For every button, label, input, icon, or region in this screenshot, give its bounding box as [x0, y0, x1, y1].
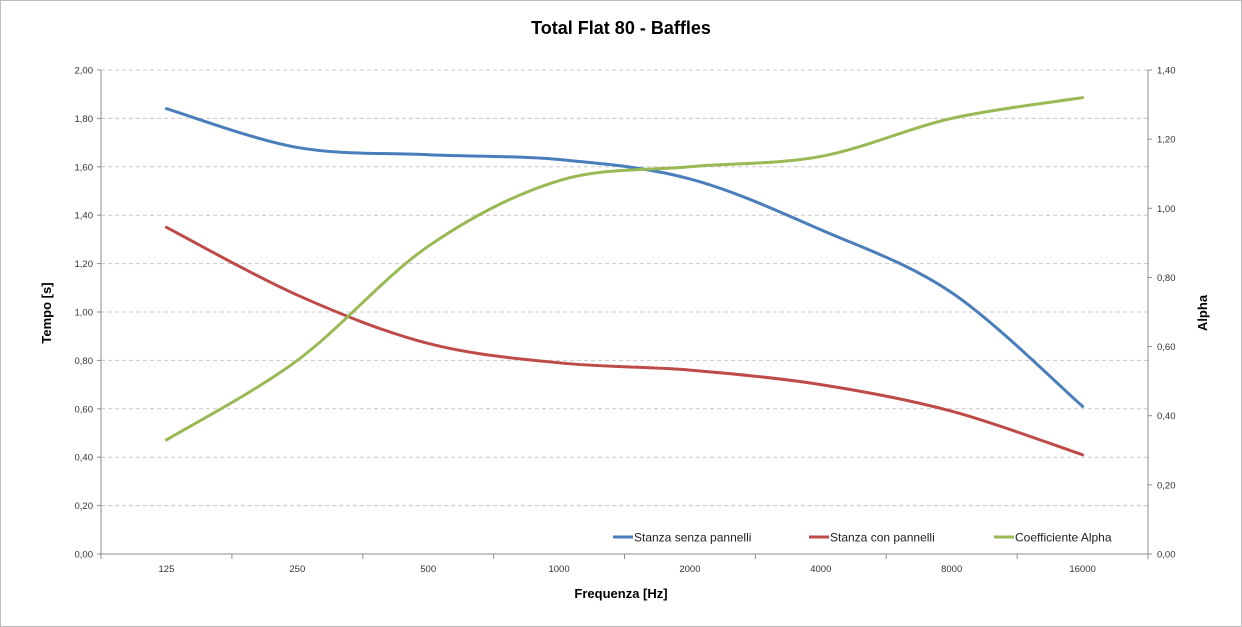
chart-title: Total Flat 80 - Baffles [531, 18, 711, 38]
y2-tick-label: 0,80 [1157, 273, 1176, 284]
y2-tick-label: 0,60 [1157, 342, 1176, 353]
y-tick-label: 1,60 [75, 162, 94, 173]
legend: Stanza senza pannelli Stanza con pannelli… [613, 531, 1112, 545]
y-tick-label: 1,40 [75, 211, 94, 222]
y-tick-label: 1,80 [75, 114, 94, 125]
series-line-1 [164, 107, 1085, 408]
y2-tick-label: 0,20 [1157, 480, 1176, 491]
y-tick-label: 2,00 [75, 66, 94, 77]
y-tick-label: 1,00 [75, 308, 94, 319]
y2-axis-title: Alpha [1195, 294, 1210, 331]
y2-tick-label: 0,00 [1157, 550, 1176, 561]
series-lines [164, 96, 1085, 457]
y-tick-label: 0,80 [75, 356, 94, 367]
y-axis-title: Tempo [s] [39, 282, 54, 343]
series-line-2 [164, 225, 1085, 457]
y-tick-label: 0,40 [75, 453, 94, 464]
x-tick-label: 8000 [941, 564, 962, 575]
y-tick-label: 0,00 [75, 550, 94, 561]
grid-lines [101, 69, 1148, 507]
x-tick-label: 500 [420, 564, 436, 575]
legend-label: Coefficiente Alpha [1015, 531, 1112, 545]
y2-tick-label: 0,40 [1157, 411, 1176, 422]
axes: 0,00 0,20 0,40 0,60 0,80 1,00 1,20 1,40 1,60 1,80… [75, 66, 1176, 576]
x-tick-label: 4000 [810, 564, 831, 575]
x-axis-title: Frequenza [Hz] [574, 586, 667, 601]
x-tick-label: 1000 [548, 564, 569, 575]
x-tick-label: 250 [289, 564, 305, 575]
y2-tick-label: 1,40 [1157, 66, 1176, 77]
legend-label: Stanza senza pannelli [634, 531, 751, 545]
y-tick-label: 0,60 [75, 404, 94, 415]
x-tick-label: 125 [159, 564, 175, 575]
x-tick-label: 2000 [679, 564, 700, 575]
x-tick-label: 16000 [1069, 564, 1095, 575]
y2-tick-label: 1,00 [1157, 204, 1176, 215]
y2-tick-label: 1,20 [1157, 135, 1176, 146]
y-tick-label: 0,20 [75, 501, 94, 512]
legend-label: Stanza con pannelli [830, 531, 935, 545]
series-line-3 [164, 96, 1085, 442]
y-tick-label: 1,20 [75, 259, 94, 270]
